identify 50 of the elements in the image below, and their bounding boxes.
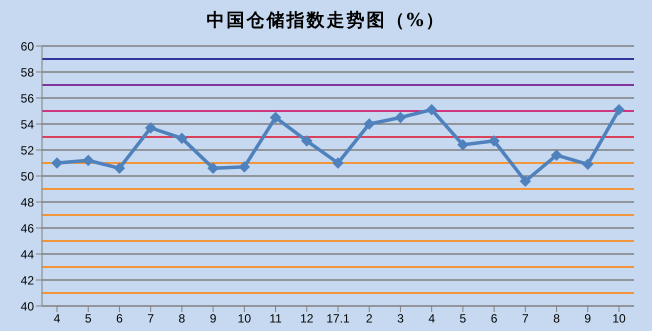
point (426, 104, 438, 116)
x-tick-label: 17.1 (326, 312, 350, 326)
x-tick-label: 9 (210, 312, 217, 326)
x-tick-label: 11 (269, 312, 282, 326)
x-tick-label: 3 (397, 312, 404, 326)
x-tick-label: 10 (612, 312, 626, 326)
x-tick-label: 6 (116, 312, 124, 326)
y-tick-label: 42 (20, 273, 34, 288)
point (551, 150, 562, 161)
x-tick-label: 9 (584, 312, 592, 326)
x-tick-label: 5 (460, 312, 467, 326)
y-tick-label: 54 (20, 117, 34, 132)
y-tick-label: 60 (20, 39, 34, 54)
point (82, 154, 94, 166)
chart-title: 中国仓储指数走势图（%） (205, 9, 447, 32)
point (176, 132, 188, 144)
y-tick-label: 58 (20, 65, 34, 80)
x-tick-label: 5 (84, 312, 92, 326)
point (614, 104, 624, 116)
x-tick-label: 12 (300, 312, 314, 326)
point (364, 118, 375, 130)
x-tick-label: 4 (54, 312, 61, 326)
x-tick-label: 2 (366, 312, 373, 326)
x-tick-label: 7 (522, 312, 529, 326)
y-tick-label: 40 (20, 299, 34, 314)
point (52, 158, 62, 168)
point (457, 139, 468, 150)
y-tick-label: 44 (20, 247, 34, 262)
point (114, 162, 125, 174)
y-tick-label: 50 (20, 169, 34, 184)
x-tick-label: 8 (178, 312, 186, 326)
point (332, 158, 344, 168)
point (208, 162, 219, 174)
y-tick-label: 56 (20, 91, 34, 106)
x-tick-label: 10 (238, 312, 252, 326)
x-tick-label: 6 (490, 312, 498, 326)
point (520, 176, 531, 187)
point (582, 158, 594, 170)
x-tick-label: 7 (147, 312, 154, 326)
point (145, 122, 156, 134)
y-tick-label: 46 (20, 221, 34, 236)
y-tick-label: 52 (20, 143, 34, 158)
point (301, 135, 312, 146)
x-tick-label: 4 (428, 312, 436, 326)
point (488, 135, 500, 146)
point (270, 112, 282, 123)
point (394, 112, 406, 123)
y-tick-label: 48 (20, 195, 34, 210)
point (238, 161, 250, 172)
x-tick-label: 8 (553, 312, 560, 326)
